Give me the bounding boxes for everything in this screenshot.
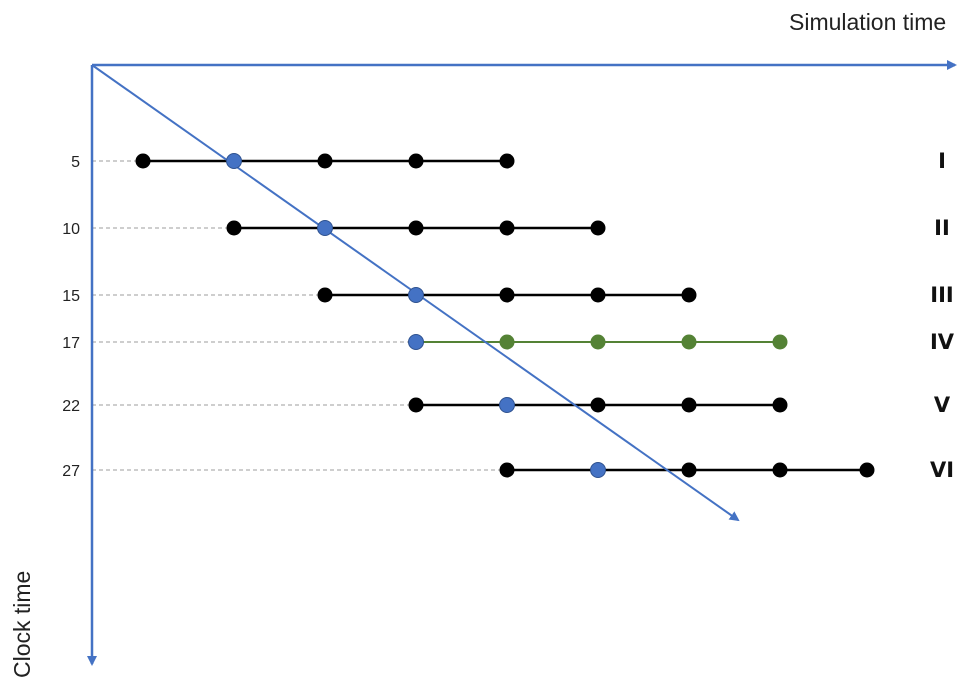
highlight-point: [590, 462, 606, 478]
clock-tick-label: 17: [62, 335, 80, 352]
row-point: [590, 334, 606, 350]
row-point: [859, 462, 875, 478]
row-point: [772, 397, 788, 413]
row-point: [590, 397, 606, 413]
row-point: [681, 397, 697, 413]
row-point: [499, 287, 515, 303]
row-label: I: [938, 149, 946, 173]
row-point: [408, 220, 424, 236]
row-point: [499, 220, 515, 236]
row-point: [681, 462, 697, 478]
highlight-point: [408, 287, 424, 303]
highlight-point: [499, 397, 515, 413]
row-point: [590, 287, 606, 303]
row-point: [499, 153, 515, 169]
row-point: [317, 287, 333, 303]
row-label: VI: [930, 458, 954, 482]
row-point: [499, 462, 515, 478]
row-point: [772, 462, 788, 478]
row-point: [681, 287, 697, 303]
clock-tick-label: 10: [62, 221, 80, 238]
row-label: IV: [930, 330, 955, 354]
row-point: [408, 397, 424, 413]
row-label: II: [934, 216, 950, 240]
row-point: [317, 153, 333, 169]
row-point: [226, 220, 242, 236]
row-point: [590, 220, 606, 236]
highlight-point: [226, 153, 242, 169]
clock-tick-label: 15: [62, 288, 80, 305]
row-point: [772, 334, 788, 350]
clock-time-title: Clock time: [9, 571, 35, 678]
highlight-point: [317, 220, 333, 236]
row-point: [408, 153, 424, 169]
row-label: III: [930, 283, 953, 307]
clock-tick-label: 5: [71, 154, 80, 171]
row-point: [499, 334, 515, 350]
row-label: V: [934, 393, 951, 417]
highlight-point: [408, 334, 424, 350]
row-point: [135, 153, 151, 169]
clock-tick-label: 27: [62, 463, 80, 480]
simulation-time-title: Simulation time: [789, 9, 946, 35]
row-point: [681, 334, 697, 350]
clock-tick-label: 22: [62, 398, 80, 415]
